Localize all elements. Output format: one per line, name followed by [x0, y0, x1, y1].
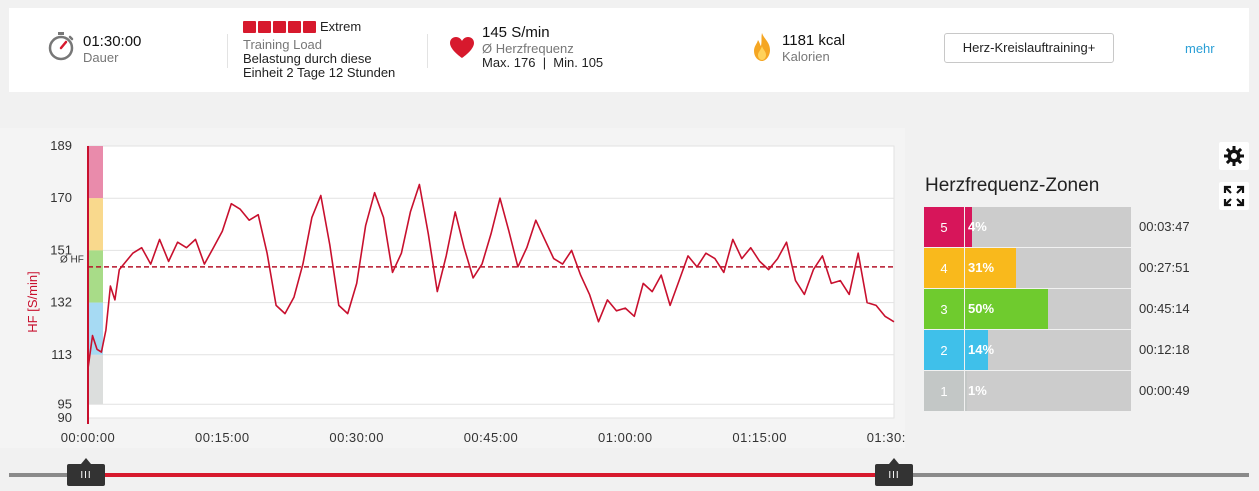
zone-time: 00:27:51: [1139, 260, 1190, 275]
duration-value: 01:30:00: [83, 33, 142, 50]
zone-number: 1: [924, 371, 964, 411]
training-load-square: [258, 20, 271, 33]
training-load-level-squares: [243, 20, 316, 33]
zone-bar-fill: [965, 289, 1048, 329]
y-tick-label: 151: [50, 242, 72, 257]
divider: [227, 34, 228, 68]
range-start-handle[interactable]: III: [67, 458, 105, 486]
y-tick-label: 95: [58, 396, 72, 411]
training-load-block: Extrem Training Load Belastung durch die…: [243, 18, 395, 80]
avg-heart-rate-label: Ø HF: [60, 255, 84, 266]
zone-bar-track: 14%: [965, 330, 1131, 370]
calories-label: Kalorien: [782, 49, 830, 64]
range-end-handle[interactable]: III: [875, 458, 913, 486]
x-tick-label: 00:30:00: [329, 430, 384, 445]
zone-percent: 14%: [968, 342, 995, 357]
y-tick-label: 113: [51, 347, 72, 362]
sport-profile-button[interactable]: Herz-Kreislauftraining+: [944, 33, 1114, 63]
zone-row-2: 2 14% 00:12:18: [924, 330, 1214, 371]
stopwatch-icon: [48, 32, 74, 61]
training-load-line2: Einheit 2 Tage 12 Stunden: [243, 65, 396, 80]
zone-bar-fill: [965, 207, 972, 247]
zone-percent: 1%: [968, 383, 987, 398]
chart-settings-button[interactable]: [1219, 142, 1249, 170]
training-load-title: Training Load: [243, 37, 323, 52]
gear-icon: [1224, 146, 1244, 166]
zone-bar-track: 50%: [965, 289, 1131, 329]
zone-bar-fill: [965, 371, 967, 411]
zone-bar-track: 1%: [965, 371, 1131, 411]
zone-time: 00:45:14: [1139, 301, 1190, 316]
zone-band: [89, 354, 103, 405]
zone-number: 3: [924, 289, 964, 329]
x-tick-label: 01:15:00: [732, 430, 787, 445]
heart-rate-minmax: Max. 176 | Min. 105: [482, 55, 604, 70]
zone-bar-track: 31%: [965, 248, 1131, 288]
x-tick-label: 00:15:00: [195, 430, 250, 445]
zone-time: 00:00:49: [1139, 383, 1190, 398]
zones-title: Herzfrequenz-Zonen: [925, 175, 1100, 196]
time-range-selection: [87, 473, 895, 477]
zone-row-3: 3 50% 00:45:14: [924, 289, 1214, 330]
zone-bar-fill: [965, 248, 1017, 288]
x-tick-label: 00:00:00: [61, 430, 116, 445]
plot-area: [87, 145, 895, 419]
zone-band: [89, 302, 103, 355]
calories-value: 1181 kcal: [782, 32, 846, 49]
time-range-slider[interactable]: [9, 473, 1249, 477]
heart-rate-chart[interactable]: 189 170 151 132 113 95 90 HF [S/min] 00:00:00 00:…: [0, 128, 905, 448]
zone-percent: 4%: [968, 219, 987, 234]
zone-row-5: 5 4% 00:03:47: [924, 207, 1214, 248]
more-link[interactable]: mehr: [1185, 41, 1215, 56]
heart-rate-series-line: [87, 183, 895, 369]
zone-bar-track: 4%: [965, 207, 1131, 247]
zone-bar-fill: [965, 330, 989, 370]
zone-number: 4: [924, 248, 964, 288]
zone-percent: 50%: [968, 301, 995, 316]
training-load-square: [273, 20, 286, 33]
x-tick-label: 00:45:00: [464, 430, 519, 445]
divider: [427, 34, 428, 68]
y-tick-label: 189: [50, 138, 72, 153]
avg-heart-rate-label: Ø Herzfrequenz: [482, 41, 574, 56]
zone-number: 5: [924, 207, 964, 247]
zone-row-4: 4 31% 00:27:51: [924, 248, 1214, 289]
expand-icon: [1223, 185, 1245, 207]
flame-icon: [754, 33, 770, 61]
fullscreen-button[interactable]: [1219, 182, 1249, 210]
y-tick-label: 132: [50, 295, 72, 310]
avg-heart-rate-value: 145 S/min: [482, 24, 550, 41]
training-load-square: [303, 20, 316, 33]
zone-number: 2: [924, 330, 964, 370]
training-load-square: [243, 20, 256, 33]
zone-row-1: 1 1% 00:00:49: [924, 371, 1214, 412]
x-tick-label: 01:00:00: [598, 430, 653, 445]
zone-band: [89, 146, 103, 199]
heart-icon: [450, 37, 474, 58]
y-axis-title: HF [S/min]: [25, 271, 40, 332]
zone-band: [89, 250, 103, 303]
y-tick-label: 170: [50, 190, 72, 205]
zone-time: 00:03:47: [1139, 219, 1190, 234]
training-load-level-label: Extrem: [320, 19, 362, 35]
duration-label: Dauer: [83, 50, 119, 65]
zone-time: 00:12:18: [1139, 342, 1190, 357]
training-load-square: [288, 20, 301, 33]
y-tick-label: 90: [58, 410, 72, 425]
x-tick-label: 01:30:00: [867, 430, 905, 445]
workout-summary-bar: 01:30:00 Dauer Extrem Training Load Bela…: [9, 8, 1249, 92]
zone-percent: 31%: [968, 260, 995, 275]
zone-band: [89, 198, 103, 251]
training-load-line1: Belastung durch diese: [243, 51, 372, 66]
